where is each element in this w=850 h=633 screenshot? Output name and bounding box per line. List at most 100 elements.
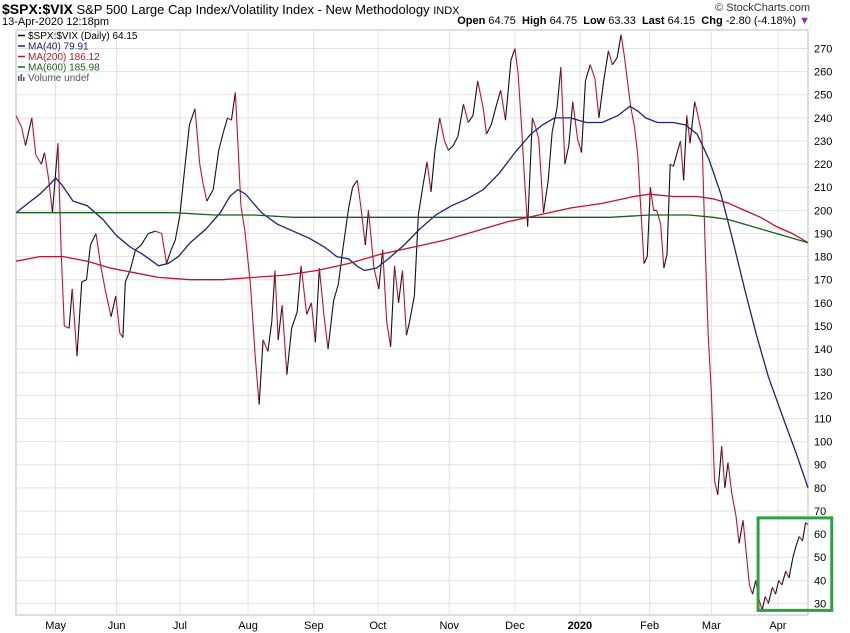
price-segment [165, 249, 172, 264]
price-segment [523, 177, 529, 227]
price-segment [95, 233, 102, 266]
price-segment [318, 268, 325, 317]
y-tick-label: 70 [814, 506, 826, 518]
price-segment [589, 64, 596, 79]
price-segment [761, 596, 766, 611]
low-label: Low [583, 15, 606, 27]
chg-value: -2.80 (-4.18%) [725, 15, 797, 27]
price-segment [417, 184, 424, 216]
y-tick-label: 160 [814, 298, 832, 310]
price-segment [314, 268, 320, 343]
price-segment [274, 270, 279, 340]
ma600-line [16, 212, 809, 244]
price-segment [535, 126, 540, 139]
price-segment [296, 265, 302, 313]
price-segment [202, 182, 208, 202]
price-segment [717, 446, 723, 495]
price-segment [584, 64, 591, 82]
price-segment [767, 587, 773, 604]
price-segment [620, 34, 625, 56]
price-segment [68, 288, 73, 329]
y-tick-label: 240 [814, 113, 832, 125]
price-segment [174, 214, 181, 241]
price-segment [801, 522, 807, 542]
price-segment [249, 284, 256, 357]
price-segment [405, 321, 411, 336]
price-segment [781, 570, 787, 586]
price-segment [704, 242, 709, 336]
y-axis: 30 40 50 60 70 80 90 100 110 120 130 140 150 160 170 18… [814, 43, 832, 610]
y-tick-label: 180 [814, 252, 832, 264]
price-segment [64, 325, 70, 329]
x-tick-label: Aug [238, 620, 258, 632]
copyright-label: © StockCharts.com [715, 2, 810, 14]
price-segment [348, 187, 354, 209]
price-segment [434, 117, 441, 151]
x-tick-label: Sep [304, 620, 324, 632]
price-segment [43, 152, 50, 179]
legend-entry: MA(200) 186.12 [28, 52, 100, 63]
price-segment [724, 462, 729, 488]
y-tick-label: 140 [814, 344, 832, 356]
price-segment [277, 305, 283, 340]
price-segment [531, 117, 537, 128]
price-segment [564, 145, 570, 165]
y-tick-label: 260 [814, 67, 832, 79]
y-tick-label: 30 [814, 598, 826, 610]
price-segment [467, 115, 474, 123]
price-segment [640, 210, 645, 264]
price-segment [542, 180, 549, 213]
volume-bar-icon [20, 74, 22, 81]
price-segment [271, 270, 276, 322]
price-segment [742, 520, 747, 553]
price-segment [710, 393, 716, 481]
price-segment [110, 295, 117, 317]
price-segment [230, 92, 236, 121]
price-segment [626, 80, 632, 107]
low-value: 63.33 [608, 15, 636, 27]
y-tick-label: 100 [814, 437, 832, 449]
price-segment [504, 60, 512, 121]
y-tick-label: 210 [814, 182, 832, 194]
ma40-line [15, 105, 809, 489]
volume-bar-icon [18, 76, 20, 81]
price-segment [731, 494, 737, 516]
highlight-box [756, 516, 834, 612]
price-segment [155, 230, 162, 234]
price-segment [752, 580, 757, 595]
price-segment [422, 161, 428, 186]
price-segment [598, 80, 605, 118]
price-segment [448, 145, 454, 151]
y-tick-label: 120 [814, 390, 832, 402]
price-segment [356, 180, 362, 211]
high-label: High [522, 15, 547, 27]
volume-bar-icon [23, 77, 25, 81]
price-segment [397, 270, 404, 303]
price-segment [291, 311, 298, 329]
price-segment [646, 187, 651, 257]
price-segment [352, 179, 358, 188]
price-segment [735, 515, 740, 544]
price-segment [656, 210, 662, 225]
price-segment [568, 101, 574, 146]
highlight [756, 516, 834, 612]
price-segment [660, 224, 665, 269]
price-segment [85, 244, 91, 280]
price-segment [472, 80, 479, 116]
price-segment [262, 339, 269, 352]
price-segment [510, 48, 516, 61]
price-segment [212, 150, 220, 190]
y-tick-label: 230 [814, 136, 832, 148]
price-segment [333, 284, 339, 301]
price-segment [611, 57, 618, 65]
x-tick-label: Apr [769, 620, 786, 632]
legend-entry: MA(40) 79.91 [28, 42, 89, 53]
price-segment [714, 480, 719, 495]
price-segment [386, 321, 392, 347]
price-segment [663, 254, 668, 269]
price-segment [721, 446, 726, 488]
price-segment [258, 339, 264, 405]
price-segment [785, 570, 790, 579]
price-segment [124, 270, 131, 283]
price-segment [551, 108, 558, 132]
